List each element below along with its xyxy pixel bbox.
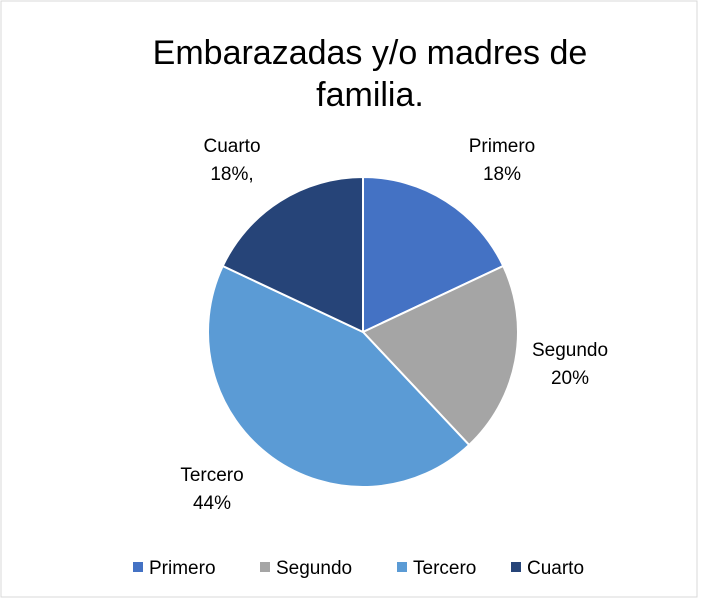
chart-title: Embarazadas y/o madres de familia. xyxy=(152,34,588,114)
legend-swatch xyxy=(511,562,521,572)
data-label: Cuarto 18%, xyxy=(203,136,260,185)
data-label-category: Primero xyxy=(469,136,536,157)
pie-slice xyxy=(361,264,519,447)
pie-slice xyxy=(207,264,471,488)
legend-swatch xyxy=(260,562,270,572)
data-label: Segundo 20% xyxy=(532,340,608,389)
data-label-category: Tercero xyxy=(180,465,243,486)
legend-label: Segundo xyxy=(276,558,352,579)
legend-swatch xyxy=(397,562,407,572)
pie-slice xyxy=(221,175,364,334)
legend-label: Cuarto xyxy=(527,558,584,579)
data-label: Primero 18% xyxy=(469,136,536,185)
data-label-value: 18% xyxy=(483,164,521,185)
data-label-value: 44% xyxy=(193,493,231,514)
data-label-category: Segundo xyxy=(532,340,608,361)
data-label-value: 18%, xyxy=(210,164,253,185)
legend-label: Primero xyxy=(149,558,216,579)
data-label-value: 20% xyxy=(551,368,589,389)
pie-slice xyxy=(362,175,505,334)
data-label: Tercero 44% xyxy=(180,465,243,514)
data-label-category: Cuarto xyxy=(203,136,260,157)
legend-swatch xyxy=(133,562,143,572)
legend-label: Tercero xyxy=(413,558,476,579)
